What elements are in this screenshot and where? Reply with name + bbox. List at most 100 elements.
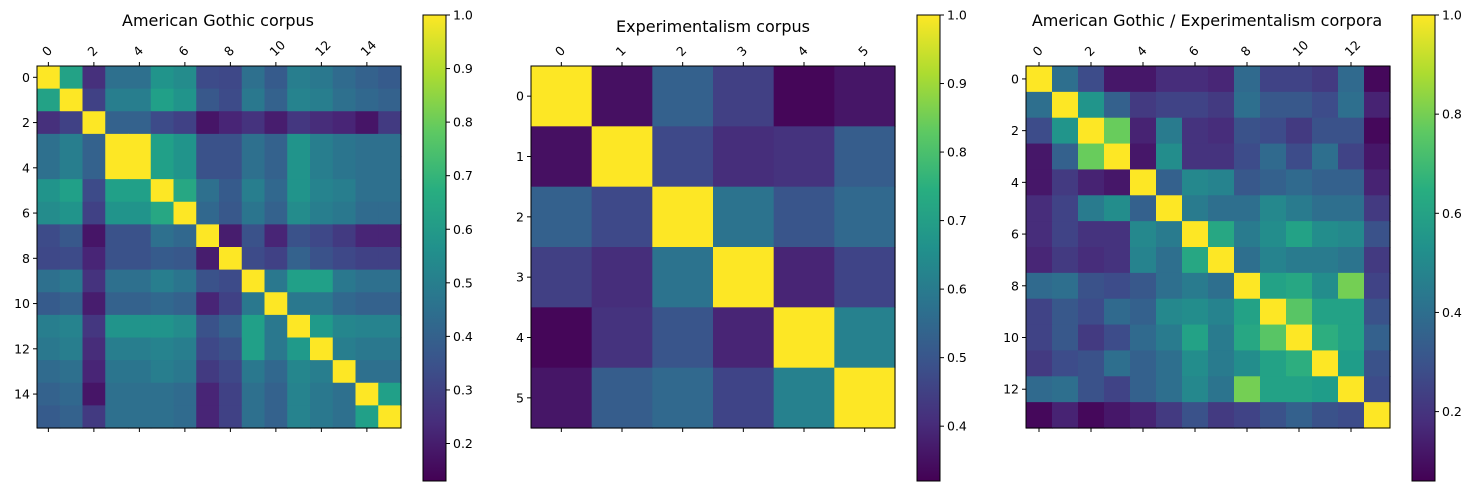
heatmap-cell	[1338, 91, 1365, 119]
heatmap-cell	[82, 314, 106, 339]
heatmap-cell	[196, 382, 220, 406]
heatmap-cell	[310, 66, 334, 90]
colorbar-gradient	[1411, 14, 1436, 482]
heatmap-cell	[287, 382, 311, 406]
heatmap-cell	[105, 360, 129, 384]
heatmap-cell	[1338, 169, 1365, 196]
heatmap-cell	[59, 247, 84, 271]
heatmap-cell	[219, 360, 243, 384]
heatmap-cell	[378, 156, 402, 180]
heatmap-cell	[332, 382, 357, 406]
heatmap-cell	[1312, 66, 1339, 93]
heatmap-cell	[1338, 195, 1365, 222]
heatmap-cell	[37, 360, 61, 384]
heatmap-cell	[332, 66, 357, 90]
heatmap-cell	[378, 133, 402, 158]
heatmap-cell	[241, 405, 266, 429]
heatmap-cell	[1156, 298, 1183, 326]
y-tick-label: 5	[516, 390, 524, 405]
heatmap-cell	[1286, 221, 1313, 248]
heatmap-cell	[1234, 324, 1261, 352]
heatmap-cell	[82, 269, 106, 293]
heatmap-cell	[1078, 117, 1105, 145]
heatmap-cell	[1208, 66, 1235, 93]
heatmap-cell	[1234, 195, 1261, 222]
heatmap-cell	[1026, 143, 1053, 171]
heatmap-cell	[1130, 91, 1157, 119]
heatmap-cell	[1182, 324, 1209, 352]
heatmap-cell	[82, 88, 106, 112]
heatmap-cell	[105, 247, 129, 271]
heatmap-cell	[241, 156, 266, 180]
heatmap-cell	[332, 405, 357, 429]
heatmap-cell	[173, 66, 197, 90]
heatmap-cell	[713, 367, 775, 429]
heatmap-cell	[1286, 298, 1313, 326]
heatmap-cell	[834, 126, 896, 188]
heatmap-cell	[219, 156, 243, 180]
colorbar-tick-label: 0.6	[947, 282, 967, 297]
heatmap-cell	[219, 224, 243, 248]
heatmap-cell	[264, 292, 288, 316]
heatmap-cell	[1260, 221, 1287, 248]
heatmap-cell	[1182, 350, 1209, 377]
heatmap-cell	[196, 405, 220, 429]
heatmap-cell	[37, 133, 61, 158]
heatmap-cell	[37, 269, 61, 293]
heatmap-cell	[173, 247, 197, 271]
heatmap-cell	[355, 156, 379, 180]
heatmap-cell	[128, 405, 152, 429]
heatmap-cell	[310, 111, 334, 135]
heatmap-cell	[652, 66, 714, 127]
heatmap-cell	[241, 360, 266, 384]
heatmap-cell	[531, 247, 593, 308]
heatmap-cell	[1234, 272, 1261, 300]
heatmap-cell	[241, 66, 266, 90]
heatmap-cell	[105, 292, 129, 316]
heatmap-cell	[1364, 143, 1391, 171]
x-tick-label: 5	[855, 43, 871, 59]
heatmap-cell	[59, 360, 84, 384]
heatmap-cell	[1156, 272, 1183, 300]
heatmap-cell	[1026, 66, 1053, 93]
heatmap-cell	[196, 111, 220, 135]
heatmap-cell	[1234, 350, 1261, 377]
heatmap-cell	[1130, 402, 1157, 429]
heatmap-cell	[332, 88, 357, 112]
heatmap-cell	[196, 201, 220, 225]
colorbar-tick-label: 0.7	[947, 213, 967, 228]
heatmap-cell	[264, 382, 288, 406]
heatmap-cell	[82, 405, 106, 429]
heatmap-cell	[1312, 91, 1339, 119]
heatmap-cell	[1338, 221, 1365, 248]
heatmap-cell	[1364, 247, 1391, 274]
heatmap-panel-combined: American Gothic / Experimentalism corpor…	[1003, 8, 1462, 482]
heatmap-cell	[173, 269, 197, 293]
heatmap-cell	[1104, 169, 1131, 196]
heatmap-cell	[378, 405, 402, 429]
heatmap-cell	[834, 247, 896, 308]
colorbar-tick-label: 0.5	[453, 275, 473, 290]
y-tick-label: 2	[22, 115, 30, 130]
heatmap-cell	[37, 314, 61, 339]
heatmap-cell	[287, 201, 311, 225]
colorbar-tick-label: 1.0	[1442, 8, 1462, 23]
heatmap-cell	[1182, 221, 1209, 248]
heatmap-cell	[1234, 66, 1261, 93]
heatmap-cell	[82, 111, 106, 135]
heatmap-cell	[1078, 247, 1105, 274]
heatmap-cell	[1156, 143, 1183, 171]
heatmap-cell	[713, 307, 775, 369]
heatmap-cell	[591, 186, 653, 248]
heatmap-cell	[1182, 298, 1209, 326]
heatmap-cell	[173, 314, 197, 339]
heatmap-cell	[1338, 143, 1365, 171]
heatmap-cell	[310, 360, 334, 384]
heatmap-cell	[1156, 169, 1183, 196]
heatmap-cell	[105, 156, 129, 180]
heatmap-cell	[332, 201, 357, 225]
heatmap-cell	[37, 224, 61, 248]
heatmap-cell	[128, 66, 152, 90]
heatmap-cell	[173, 292, 197, 316]
heatmap-cell	[150, 156, 175, 180]
